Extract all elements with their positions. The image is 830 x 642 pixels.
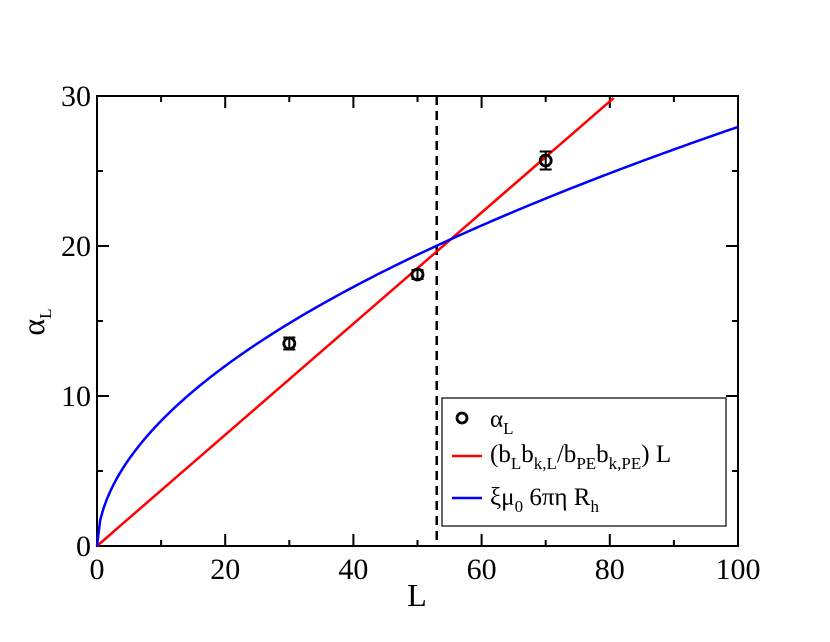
- legend-entry-blue: ξμ0 6πη Rh: [490, 484, 599, 516]
- x-axis-title: L: [407, 577, 427, 613]
- x-tick-label: 80: [595, 553, 625, 586]
- y-tick-label: 20: [61, 230, 91, 263]
- x-tick-label: 40: [338, 553, 368, 586]
- y-tick-label: 0: [76, 530, 91, 563]
- y-axis-title-main: α: [15, 319, 51, 336]
- legend-marker-symbol: [455, 411, 469, 425]
- data-point-marker: [282, 336, 297, 351]
- ticks: [96, 95, 739, 547]
- x-tick-label: 100: [716, 553, 761, 586]
- x-tick-label: 20: [210, 553, 240, 586]
- legend-entry-red: (bLbk,L/bPEbk,PE) L: [490, 441, 671, 473]
- legend-box: [441, 397, 727, 527]
- svg-text:αL: αL: [15, 308, 55, 335]
- legend-entry-markers: αL: [490, 406, 514, 438]
- tick-labels: 0 20 40 60 80 100 0 10 20 30: [61, 80, 761, 586]
- series-layer: [95, 97, 739, 547]
- x-tick-label: 60: [467, 553, 497, 586]
- marker-layer: [282, 150, 553, 351]
- series-blue-curve: [95, 125, 739, 547]
- data-point-marker: [410, 267, 425, 282]
- y-tick-label: 10: [61, 380, 91, 413]
- legend-markers-main: α: [490, 406, 503, 433]
- legend-markers-sub: L: [503, 419, 513, 438]
- data-point-marker: [538, 153, 553, 168]
- y-tick-label: 30: [61, 80, 91, 113]
- series-red-line: [96, 97, 615, 547]
- y-axis-title-sub: L: [36, 308, 55, 318]
- legend: αL (bLbk,L/bPEbk,PE) L ξμ0 6πη Rh: [441, 397, 727, 527]
- x-tick-label: 0: [90, 553, 105, 586]
- y-axis-title: αL: [15, 308, 55, 335]
